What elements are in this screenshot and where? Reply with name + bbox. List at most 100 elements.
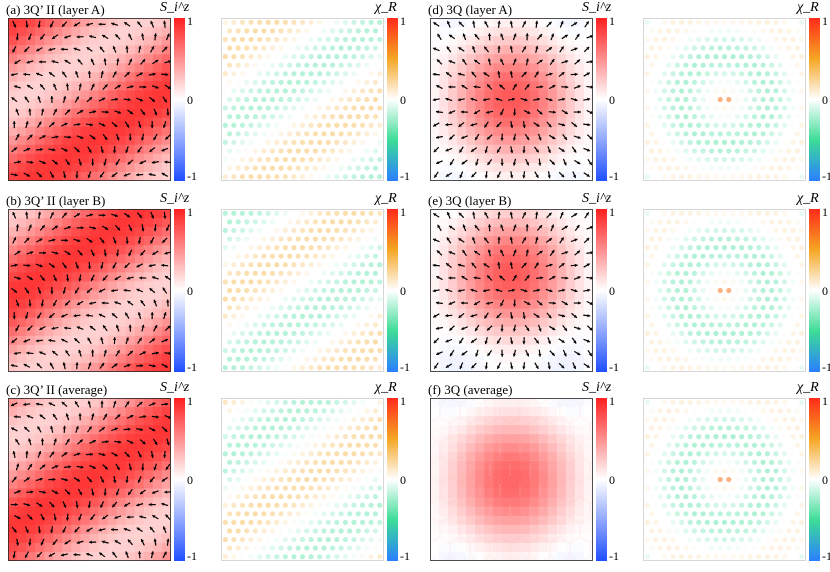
spin-arrow bbox=[461, 350, 468, 356]
heat-cell bbox=[89, 245, 100, 255]
spin-arrow bbox=[87, 362, 92, 370]
heat-cell bbox=[556, 488, 567, 499]
hex-facet bbox=[439, 437, 461, 463]
spin-arrow bbox=[166, 299, 170, 307]
heat-cell bbox=[116, 335, 127, 346]
heat-cell bbox=[8, 362, 18, 372]
chirality-point bbox=[743, 219, 749, 225]
chirality-point bbox=[751, 339, 758, 345]
heat-cell bbox=[565, 317, 576, 328]
heat-cell bbox=[529, 81, 540, 92]
heat-cell bbox=[62, 117, 72, 128]
heat-cell bbox=[62, 144, 72, 155]
chirality-point bbox=[235, 45, 241, 51]
chirality-point bbox=[226, 236, 233, 242]
heat-cell bbox=[448, 272, 458, 283]
heat-cell bbox=[134, 99, 145, 110]
chirality-point bbox=[226, 356, 233, 362]
chirality-point bbox=[359, 262, 366, 268]
chirality-point bbox=[756, 71, 762, 77]
chirality-point bbox=[261, 476, 267, 483]
heat-cell bbox=[484, 470, 494, 481]
chirality-point bbox=[648, 322, 655, 328]
chirality-point bbox=[756, 416, 762, 423]
heat-cell bbox=[457, 344, 467, 355]
spin-arrow bbox=[62, 362, 66, 370]
heat-cell bbox=[44, 308, 54, 319]
heat-cell bbox=[574, 281, 585, 292]
heat-cell bbox=[116, 54, 127, 64]
heat-cell bbox=[125, 27, 136, 37]
heat-cell bbox=[26, 497, 36, 508]
heat-cell bbox=[152, 542, 163, 553]
heat-cell bbox=[134, 171, 145, 181]
heat-cell bbox=[457, 218, 467, 228]
heat-cell bbox=[430, 326, 440, 337]
chirality-point bbox=[709, 425, 715, 431]
chirality-point bbox=[679, 262, 685, 268]
spin-arrow bbox=[163, 450, 167, 458]
chirality-colorbar bbox=[809, 18, 820, 181]
hex-facet bbox=[430, 398, 441, 423]
spin-arrow bbox=[470, 314, 478, 318]
chirality-point bbox=[377, 245, 383, 251]
chirality-point bbox=[235, 339, 241, 345]
chirality-point bbox=[329, 408, 336, 414]
chirality-point bbox=[222, 156, 228, 163]
heat-cell bbox=[448, 90, 458, 101]
chirality-point bbox=[648, 287, 655, 294]
chirality-point bbox=[235, 79, 241, 85]
heat-cell bbox=[152, 27, 163, 37]
heat-cell bbox=[484, 407, 494, 417]
chirality-point bbox=[321, 287, 327, 294]
spin-arrow bbox=[48, 47, 56, 52]
heat-cell bbox=[161, 317, 171, 328]
spin-arrow bbox=[123, 97, 131, 102]
spin-arrow bbox=[461, 84, 468, 90]
colorbar-tick: 0 bbox=[609, 92, 615, 107]
chirality-point bbox=[278, 165, 284, 171]
chirality-point bbox=[769, 62, 775, 68]
chirality-point bbox=[717, 356, 723, 362]
heat-cell bbox=[574, 425, 585, 435]
heat-cell bbox=[17, 506, 27, 517]
chirality-point bbox=[696, 227, 702, 234]
spin-arrow bbox=[49, 501, 55, 508]
heat-cell bbox=[62, 551, 72, 561]
spin-arrow bbox=[445, 172, 453, 178]
heat-cell bbox=[8, 506, 18, 517]
chirality-point bbox=[235, 511, 241, 517]
heat-cell bbox=[143, 36, 154, 46]
colorbar-tick: 1 bbox=[609, 14, 615, 28]
spin-arrow bbox=[500, 324, 504, 332]
chirality-point bbox=[760, 114, 766, 120]
chirality-point bbox=[377, 36, 383, 43]
spin-arrow bbox=[24, 96, 30, 103]
heat-cell bbox=[152, 281, 163, 292]
heat-cell bbox=[520, 254, 531, 264]
chirality-point bbox=[274, 468, 280, 474]
chirality-point bbox=[739, 416, 745, 423]
heat-cell bbox=[430, 488, 440, 499]
heat-cell bbox=[574, 227, 585, 237]
chirality-point bbox=[282, 330, 288, 336]
spin-arrow bbox=[126, 515, 134, 519]
chirality-point bbox=[786, 459, 792, 465]
spin-arrow bbox=[525, 158, 530, 166]
heat-cell bbox=[35, 506, 45, 517]
chirality-point bbox=[721, 313, 728, 319]
chirality-point bbox=[747, 485, 753, 491]
chirality-point bbox=[261, 528, 267, 534]
heat-cell bbox=[44, 272, 54, 283]
spin-arrow bbox=[140, 108, 146, 116]
chirality-point bbox=[683, 45, 689, 51]
chirality-point bbox=[338, 425, 344, 431]
heat-cell bbox=[574, 290, 585, 301]
heat-cell bbox=[556, 290, 567, 301]
chirality-point bbox=[304, 339, 310, 345]
heat-cell bbox=[502, 533, 513, 544]
chirality-point bbox=[274, 139, 280, 145]
heat-cell bbox=[44, 461, 54, 472]
heat-cell bbox=[116, 27, 127, 37]
heat-cell bbox=[583, 90, 593, 101]
